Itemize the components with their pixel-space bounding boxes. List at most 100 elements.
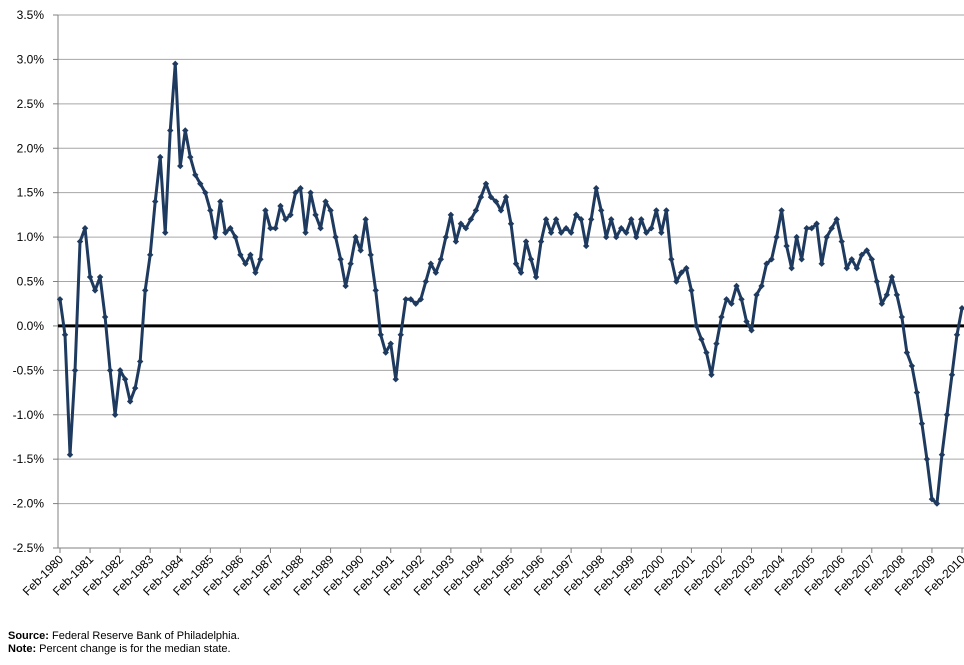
marker	[387, 340, 394, 347]
marker	[658, 229, 665, 236]
marker	[477, 193, 485, 201]
marker	[136, 358, 144, 365]
source-note: Source: Federal Reserve Bank of Philadel…	[8, 630, 240, 643]
marker	[698, 336, 705, 343]
y-tick-label: -0.5%	[13, 363, 45, 377]
marker	[618, 225, 625, 232]
marker	[272, 225, 279, 232]
marker	[141, 287, 149, 294]
marker	[557, 229, 565, 236]
marker	[202, 189, 209, 196]
marker	[943, 411, 951, 418]
marker	[232, 233, 239, 241]
marker	[212, 233, 219, 241]
marker	[427, 260, 435, 267]
marker	[337, 256, 344, 263]
marker	[883, 291, 891, 299]
marker	[768, 256, 775, 263]
marker	[422, 278, 430, 285]
marker	[517, 269, 525, 276]
marker	[237, 251, 244, 259]
marker	[152, 198, 159, 205]
marker	[778, 207, 785, 214]
marker	[262, 207, 269, 214]
marker	[86, 273, 94, 281]
marker	[888, 273, 896, 281]
marker	[903, 349, 911, 356]
marker	[502, 193, 510, 201]
marker	[167, 127, 174, 134]
marker	[547, 229, 555, 236]
marker	[317, 225, 324, 232]
marker	[818, 260, 825, 267]
marker	[708, 371, 715, 378]
marker	[763, 260, 770, 267]
marker	[197, 180, 204, 187]
marker	[116, 367, 124, 374]
marker	[688, 287, 695, 294]
y-tick-label: -2.0%	[13, 497, 45, 511]
marker	[923, 455, 931, 463]
marker	[106, 367, 114, 374]
y-tick-label: 0.5%	[17, 275, 45, 289]
marker	[798, 256, 805, 263]
marker	[101, 313, 109, 321]
marker	[222, 229, 229, 236]
marker	[442, 233, 450, 241]
marker	[327, 207, 334, 214]
marker	[242, 260, 249, 267]
note: Note: Percent change is for the median s…	[8, 643, 231, 656]
marker	[738, 296, 745, 303]
marker	[277, 202, 284, 210]
marker	[723, 296, 730, 303]
marker	[322, 198, 329, 205]
marker	[893, 291, 901, 299]
y-tick-label: 1.5%	[17, 186, 45, 200]
marker	[61, 331, 69, 338]
marker	[913, 389, 921, 396]
marker	[187, 153, 194, 161]
marker	[938, 451, 946, 458]
marker	[157, 153, 164, 161]
y-tick-label: -1.0%	[13, 408, 45, 422]
note-label: Note:	[8, 643, 37, 655]
marker	[452, 238, 460, 245]
marker	[217, 198, 224, 205]
marker	[552, 216, 560, 223]
marker	[577, 216, 585, 223]
marker	[312, 211, 319, 219]
marker	[292, 189, 299, 196]
marker	[828, 225, 835, 232]
marker	[592, 185, 600, 192]
marker	[878, 300, 886, 307]
marker	[172, 60, 179, 68]
marker	[958, 304, 964, 312]
marker	[352, 233, 359, 241]
marker	[367, 251, 374, 259]
marker	[402, 296, 409, 303]
marker	[357, 247, 364, 254]
marker	[307, 189, 314, 196]
marker	[342, 282, 349, 290]
marker	[407, 296, 414, 303]
marker	[532, 273, 540, 281]
marker	[192, 171, 199, 179]
y-tick-label: 1.0%	[17, 230, 45, 244]
marker	[928, 495, 936, 503]
marker	[372, 287, 379, 294]
marker	[948, 371, 956, 378]
marker	[643, 229, 650, 236]
y-tick-label: 2.5%	[17, 97, 45, 111]
marker	[783, 242, 790, 250]
marker	[182, 127, 189, 134]
marker	[377, 331, 384, 338]
marker	[512, 260, 520, 267]
y-tick-label: 3.0%	[17, 52, 45, 66]
marker	[282, 216, 289, 223]
marker	[131, 384, 139, 392]
marker	[623, 229, 630, 236]
marker	[773, 233, 780, 241]
marker	[147, 251, 154, 259]
marker	[838, 238, 845, 245]
